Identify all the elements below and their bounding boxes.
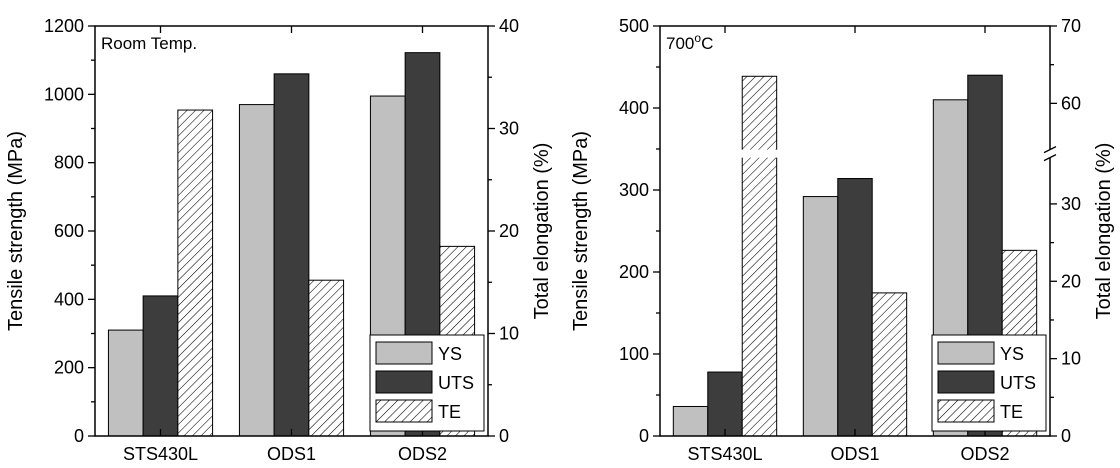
x-tick-label: ODS1 bbox=[267, 444, 316, 464]
y-axis-label: Tensile strength (MPa) bbox=[5, 131, 27, 331]
y2-tick-label: 20 bbox=[499, 221, 519, 241]
legend-label-ys: YS bbox=[438, 344, 462, 364]
y2-axis-label: Total elongation (%) bbox=[531, 143, 553, 320]
legend-swatch-uts bbox=[375, 370, 433, 394]
bar-ht-te-sts430l bbox=[741, 75, 778, 437]
bar-rt-te-ods1 bbox=[308, 279, 345, 437]
legend-label-te: TE bbox=[438, 402, 461, 422]
legend-label-ys: YS bbox=[1000, 344, 1024, 364]
y-tick-label: 400 bbox=[54, 289, 84, 309]
x-tick-label: ODS2 bbox=[960, 444, 1009, 464]
x-tick-label: STS430L bbox=[123, 444, 198, 464]
y2-tick-label: 10 bbox=[1061, 349, 1081, 369]
y2-tick-label: 30 bbox=[1061, 194, 1081, 214]
condition-annotation: Room Temp. bbox=[101, 34, 197, 53]
x-tick-label: ODS1 bbox=[830, 444, 879, 464]
legend-label-uts: UTS bbox=[438, 373, 474, 393]
bar-break-gap bbox=[740, 149, 779, 158]
y2-axis-label: Total elongation (%) bbox=[1093, 143, 1115, 320]
y-tick-label: 0 bbox=[639, 426, 649, 446]
y2-tick-label: 0 bbox=[1061, 426, 1071, 446]
bar-ht-te-ods1 bbox=[871, 292, 908, 437]
bar-ht-uts-ods1 bbox=[837, 178, 873, 437]
bar-rt-uts-ods1 bbox=[273, 73, 310, 437]
legend-label-uts: UTS bbox=[1000, 373, 1036, 393]
axis-break-gap bbox=[1046, 149, 1054, 158]
chart-700c: STS430L ODS1 ODS2 0 100 200 300 400 500 0 10 20 30 60… bbox=[570, 16, 1115, 464]
y-tick-label: 500 bbox=[619, 16, 649, 36]
x-tick-label: STS430L bbox=[687, 444, 762, 464]
bar-rt-ys-ods1 bbox=[238, 104, 275, 437]
bar-rt-ys-sts430l bbox=[107, 329, 144, 437]
y2-tick-label: 30 bbox=[499, 119, 519, 139]
chart-room-temperature: STS430L ODS1 ODS2 0 200 400 600 800 1000 1200 0 10 2… bbox=[5, 16, 553, 464]
y-tick-label: 300 bbox=[619, 180, 649, 200]
condition-annotation: 700oC bbox=[666, 31, 713, 53]
y-axis-label: Tensile strength (MPa) bbox=[570, 131, 592, 331]
bar-ht-ys-ods1 bbox=[802, 196, 839, 437]
axis-break-mark bbox=[1043, 146, 1057, 154]
y2-tick-label: 70 bbox=[1061, 16, 1081, 36]
y2-tick-label: 60 bbox=[1061, 93, 1081, 113]
legend-swatch-ys bbox=[937, 341, 995, 365]
y-tick-label: 200 bbox=[54, 358, 84, 378]
y-tick-label: 0 bbox=[74, 426, 84, 446]
y2-tick-label: 0 bbox=[499, 426, 509, 446]
y-tick-label: 1200 bbox=[44, 16, 84, 36]
y-tick-label: 1000 bbox=[44, 84, 84, 104]
bar-rt-te-sts430l bbox=[177, 109, 214, 437]
y-tick-label: 600 bbox=[54, 221, 84, 241]
y-tick-label: 200 bbox=[619, 262, 649, 282]
y2-tick-label: 40 bbox=[499, 16, 519, 36]
bar-rt-uts-sts430l bbox=[142, 295, 179, 437]
legend-label-te: TE bbox=[1000, 402, 1023, 422]
y2-tick-label: 10 bbox=[499, 324, 519, 344]
y2-tick-label: 20 bbox=[1061, 271, 1081, 291]
legend-swatch-te bbox=[375, 399, 433, 423]
x-tick-label: ODS2 bbox=[398, 444, 447, 464]
y-tick-label: 800 bbox=[54, 153, 84, 173]
bar-ht-ys-sts430l bbox=[672, 405, 709, 437]
y-tick-label: 400 bbox=[619, 98, 649, 118]
bar-ht-uts-sts430l bbox=[707, 371, 743, 437]
legend-swatch-uts bbox=[937, 370, 995, 394]
legend-swatch-ys bbox=[375, 341, 433, 365]
legend-swatch-te bbox=[937, 399, 995, 423]
y-tick-label: 100 bbox=[619, 344, 649, 364]
axis-break-mark bbox=[1043, 154, 1057, 162]
